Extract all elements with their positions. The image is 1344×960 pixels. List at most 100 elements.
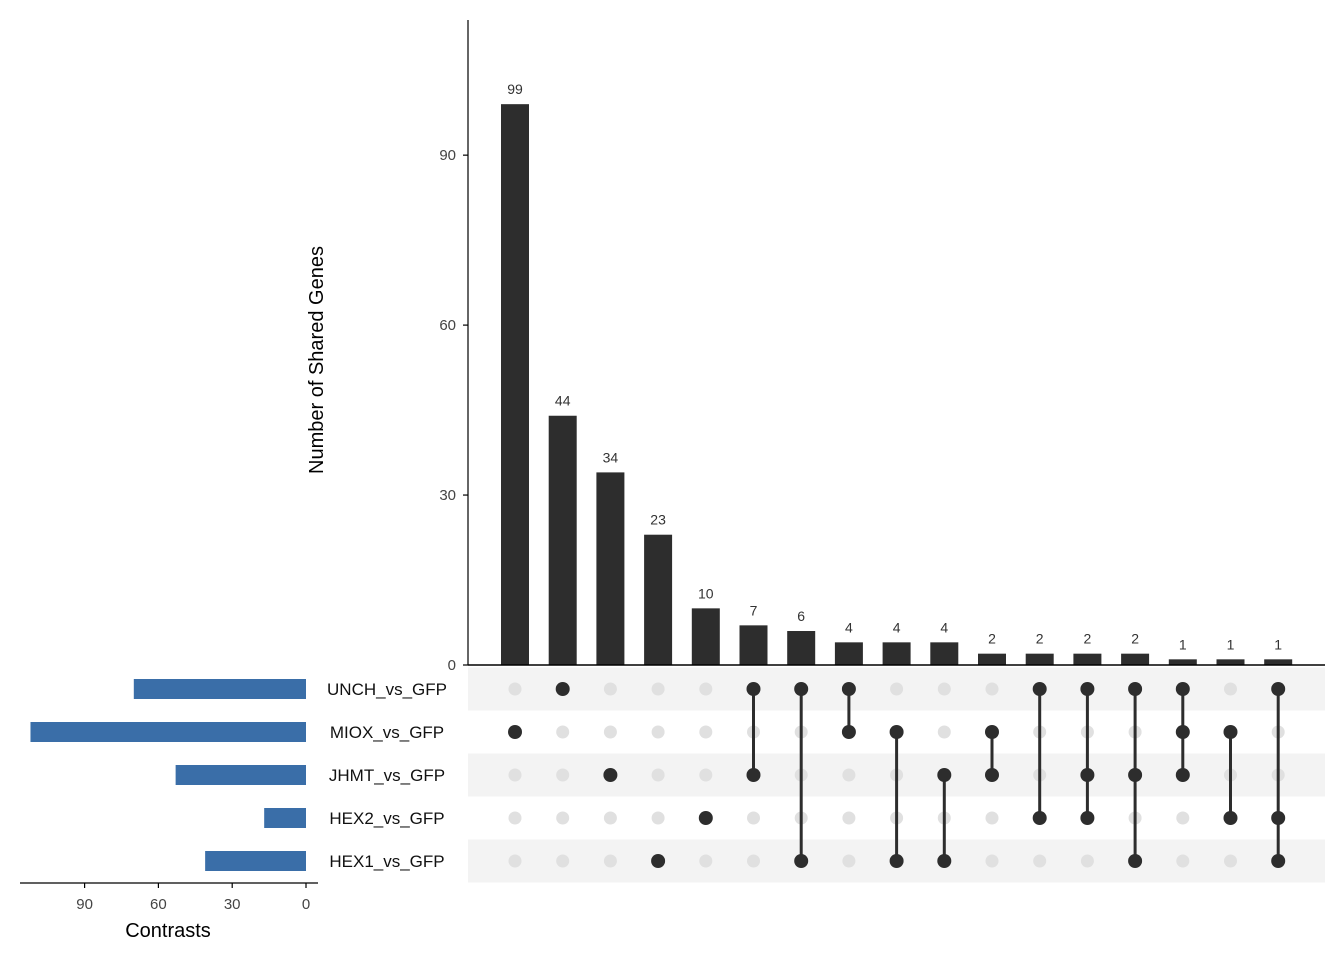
- intersection-bar-label: 7: [750, 602, 758, 618]
- matrix-dot-inactive: [651, 725, 665, 739]
- matrix-dot-active: [1271, 682, 1286, 696]
- set-label: MIOX_vs_GFP: [330, 723, 444, 742]
- intersection-bar: [691, 608, 720, 665]
- matrix-dot-inactive: [651, 682, 665, 696]
- intersection-bar: [930, 642, 959, 665]
- matrix-dot-active: [1271, 811, 1286, 825]
- matrix-dot-active: [1223, 811, 1238, 825]
- matrix-dot-active: [746, 768, 761, 782]
- matrix-dot-inactive: [699, 725, 713, 739]
- set-label: HEX2_vs_GFP: [329, 809, 444, 828]
- matrix-dot-inactive: [890, 682, 904, 696]
- intersection-bar: [644, 534, 673, 665]
- matrix-dot-inactive: [699, 768, 713, 782]
- matrix-dot-active: [1080, 811, 1095, 825]
- matrix-dot-active: [1271, 854, 1286, 868]
- set-label: HEX1_vs_GFP: [329, 852, 444, 871]
- intersection-bar: [882, 642, 911, 665]
- intersection-bar-label: 2: [1084, 631, 1092, 647]
- intersection-bar: [596, 472, 625, 665]
- matrix-dot-inactive: [603, 725, 617, 739]
- intersection-bar-label: 4: [940, 619, 948, 635]
- set-x-tick-label: 30: [224, 896, 241, 913]
- set-label: JHMT_vs_GFP: [329, 766, 445, 785]
- matrix-dot-active: [1032, 682, 1047, 696]
- set-x-tick-label: 90: [76, 896, 93, 913]
- y-tick-label: 30: [439, 487, 456, 504]
- matrix-dot-active: [651, 854, 666, 868]
- intersection-bar: [1121, 653, 1150, 665]
- matrix-dot-active: [841, 725, 856, 739]
- intersection-bar-label: 4: [845, 619, 853, 635]
- set-size-bars: [30, 679, 306, 871]
- matrix-dot-inactive: [603, 811, 617, 825]
- matrix-dot-active: [889, 725, 904, 739]
- set-size-bar: [205, 851, 306, 871]
- set-size-x-axis: 90 60 30 0: [20, 882, 318, 913]
- matrix-dot-inactive: [937, 725, 951, 739]
- intersection-y-axis: 0 30 60 90: [439, 20, 1325, 674]
- intersection-bar: [834, 642, 863, 665]
- matrix-dot-inactive: [699, 682, 713, 696]
- set-x-tick-label: 0: [302, 896, 310, 913]
- matrix-dot-inactive: [556, 854, 570, 868]
- set-size-bar: [30, 722, 306, 742]
- matrix-dot-active: [841, 682, 856, 696]
- intersection-bar-label: 1: [1227, 636, 1235, 652]
- matrix-dot-active: [1175, 682, 1190, 696]
- matrix-dot-inactive: [508, 682, 522, 696]
- matrix-dot-inactive: [985, 682, 999, 696]
- matrix-dot-inactive: [1080, 854, 1094, 868]
- matrix-dot-active: [1128, 854, 1143, 868]
- matrix-dot-active: [698, 811, 713, 825]
- intersection-bar-label: 2: [1036, 631, 1044, 647]
- matrix-dot-inactive: [842, 768, 856, 782]
- matrix-dot-inactive: [508, 811, 522, 825]
- intersection-bar-label: 44: [555, 393, 571, 409]
- intersection-bar-label: 23: [650, 512, 666, 528]
- intersection-bar-label: 10: [698, 585, 714, 601]
- intersection-bar: [1025, 653, 1054, 665]
- intersection-bar-label: 4: [893, 619, 901, 635]
- intersection-bar-label: 1: [1179, 636, 1187, 652]
- intersection-bar: [501, 104, 529, 666]
- matrix-dot-inactive: [747, 811, 760, 825]
- matrix-dot-active: [508, 725, 522, 739]
- set-labels: UNCH_vs_GFP MIOX_vs_GFP JHMT_vs_GFP HEX2_vs…: [327, 680, 447, 871]
- matrix-dot-inactive: [1224, 854, 1237, 868]
- matrix-dot-inactive: [508, 768, 522, 782]
- intersection-bar-label: 6: [797, 608, 805, 624]
- y-tick-label: 90: [439, 147, 456, 164]
- matrix-dot-active: [555, 682, 570, 696]
- matrix-dot-active: [1175, 725, 1190, 739]
- intersection-bar-label: 99: [507, 81, 523, 97]
- matrix-dot-active: [1128, 768, 1143, 782]
- intersection-bar: [739, 625, 768, 665]
- set-label: UNCH_vs_GFP: [327, 680, 447, 699]
- matrix-dot-inactive: [556, 811, 570, 825]
- y-tick-label: 60: [439, 317, 456, 334]
- matrix-dot-active: [889, 854, 904, 868]
- intersection-bars: [501, 104, 1293, 666]
- set-size-bar: [175, 765, 306, 785]
- intersection-bar: [1168, 659, 1197, 665]
- x-axis-title: Contrasts: [125, 920, 211, 942]
- matrix-dot-active: [1080, 682, 1095, 696]
- matrix-dot-active: [1128, 682, 1143, 696]
- matrix-dot-active: [1080, 768, 1095, 782]
- matrix-dot-active: [603, 768, 618, 782]
- matrix-dot-active: [985, 725, 999, 739]
- matrix-dot-active: [746, 682, 761, 696]
- matrix-dot-inactive: [985, 854, 999, 868]
- y-axis-title: Number of Shared Genes: [306, 246, 328, 474]
- set-size-bar: [133, 679, 306, 699]
- intersection-bar: [548, 415, 577, 665]
- matrix-dot-inactive: [556, 768, 570, 782]
- set-x-tick-label: 60: [150, 896, 167, 913]
- matrix-dot-inactive: [508, 854, 522, 868]
- intersection-bar: [1073, 653, 1102, 665]
- matrix-dot-active: [794, 682, 809, 696]
- matrix-dot-active: [794, 854, 809, 868]
- intersection-bar: [1216, 659, 1245, 665]
